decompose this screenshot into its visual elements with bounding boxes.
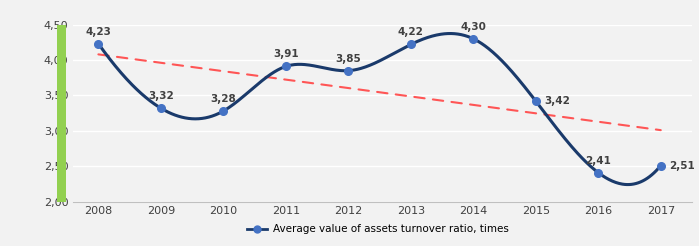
Text: 3,42: 3,42 (544, 96, 570, 106)
Legend: Average value of assets turnover ratio, times: Average value of assets turnover ratio, … (243, 220, 512, 238)
Text: 4,23: 4,23 (85, 27, 111, 37)
Text: 2,41: 2,41 (585, 156, 611, 166)
Text: 2,51: 2,51 (669, 161, 695, 170)
Text: 3,85: 3,85 (336, 54, 361, 64)
Text: 3,32: 3,32 (148, 91, 174, 101)
Text: 3,91: 3,91 (273, 49, 298, 60)
Text: 4,22: 4,22 (398, 28, 424, 37)
Text: 3,28: 3,28 (210, 94, 236, 104)
Text: 4,30: 4,30 (461, 22, 487, 32)
